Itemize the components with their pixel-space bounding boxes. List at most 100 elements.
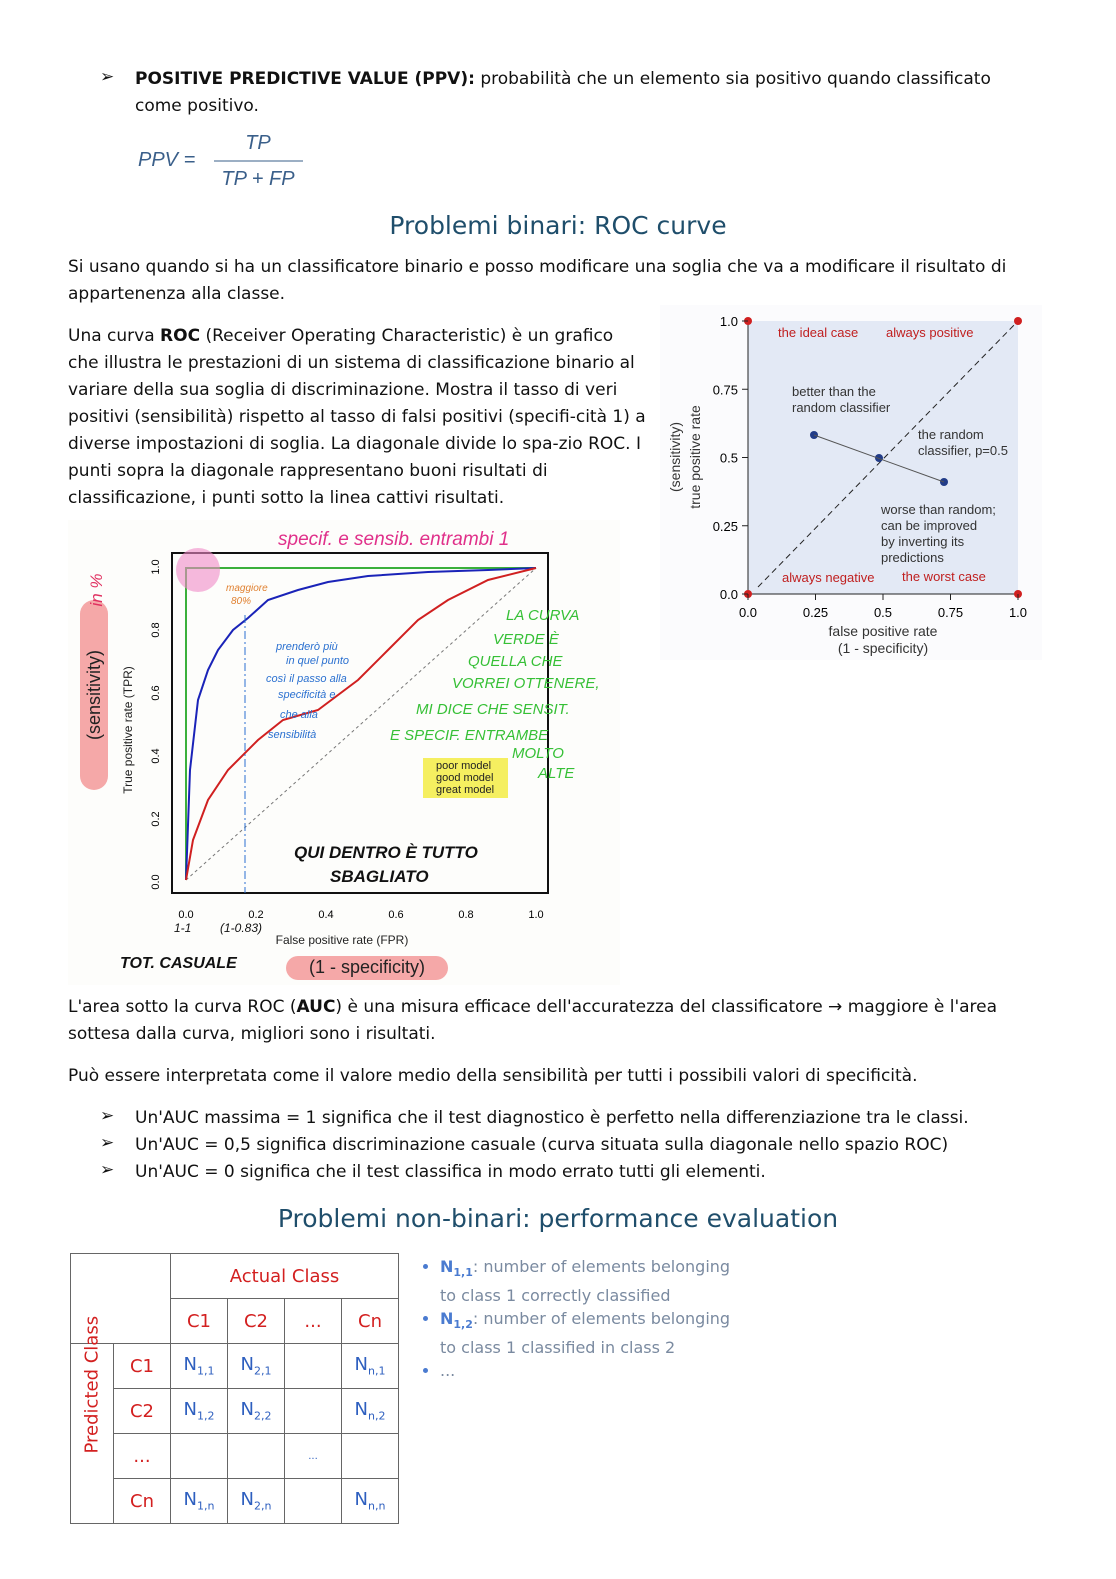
cell: N2,2 (227, 1388, 285, 1434)
row: C1 C2... Cn (70, 1298, 399, 1344)
annotation: can be improved (881, 518, 977, 533)
connector (813, 434, 945, 483)
cell (170, 1433, 228, 1479)
ppv-label: POSITIVE PREDICTIVE VALUE (PPV): (135, 69, 475, 89)
cell: N2,n (227, 1478, 285, 1524)
confusion-table: Actual Class C1 C2... Cn Predicted Class C1 N1… (70, 1253, 399, 1524)
row: Cn N1,n N2,n Nn,n (71, 1478, 399, 1524)
annotation: by inverting its (881, 534, 965, 549)
y-tick-label: 0.4 (150, 748, 162, 763)
cell-sub: 2,2 (253, 1409, 272, 1423)
section-title: Problemi binari: ROC curve (389, 211, 727, 240)
handwritten-note: 1-1 (174, 921, 191, 935)
note-item: ... (440, 1359, 740, 1382)
highlight (176, 548, 220, 592)
x-tick-label: 0.6 (388, 909, 403, 921)
highlight (80, 600, 108, 790)
annotation: random classifier (792, 400, 891, 415)
y-tick-label: 0.2 (150, 811, 162, 826)
diagonal (185, 567, 537, 881)
x-tick-label: 0.2 (248, 909, 263, 921)
bullet-arrow: ➢ (100, 1160, 115, 1180)
cell-base: N (354, 1354, 368, 1376)
cell-base: N (240, 1399, 254, 1421)
row-label: ... (113, 1433, 171, 1479)
corner (70, 1253, 171, 1299)
good-curve (185, 567, 537, 881)
cell-base: N (183, 1489, 197, 1511)
y-axis-note: (sensitivity) (667, 422, 683, 492)
note-term: N (440, 1309, 454, 1329)
handwritten-note: TOT. CASUALE (120, 955, 238, 972)
column-header: ... (284, 1298, 342, 1344)
cell: N2,1 (227, 1343, 285, 1389)
x-axis-note: (1 - specificity) (838, 640, 928, 656)
annotation: predictions (881, 550, 944, 565)
row-header-text: Predicted Class (81, 1315, 103, 1454)
text: ) è una misura efficace dell'accuratezza… (68, 997, 1003, 1044)
row-label: C1 (113, 1343, 171, 1389)
x-tick-label: 0.8 (458, 909, 473, 921)
formula-lhs: PPV = (138, 149, 195, 171)
handwritten-note: così il passo alla (266, 673, 347, 685)
formula-numerator: TP (245, 132, 271, 154)
cell-sub: 1,2 (196, 1409, 215, 1423)
diagonal (757, 320, 1019, 588)
handwritten-note: che alla (280, 709, 318, 721)
row-label: Cn (113, 1478, 171, 1524)
note-sub: 1,1 (453, 1266, 473, 1280)
cell (284, 1388, 342, 1434)
text: (Receiver Operating Characteristic) è un… (68, 326, 652, 508)
handwritten-note: E SPECIF. ENTRAMBE (390, 727, 549, 744)
note-sub: 1,2 (453, 1318, 473, 1332)
x-tick-label: 0.0 (178, 909, 193, 921)
handwritten-note: prenderò più (275, 641, 338, 653)
row-header: Predicted Class (70, 1315, 114, 1524)
x-tick-label: 0.5 (874, 605, 892, 620)
cell-base: N (354, 1399, 368, 1421)
cell-sub: n,n (368, 1499, 386, 1513)
handwritten-note: maggiore (226, 583, 268, 594)
legend-entry: good model (436, 772, 494, 784)
cell-sub: 1,n (197, 1499, 215, 1513)
row-label: C2 (113, 1388, 171, 1434)
legend-entry: great model (436, 784, 494, 796)
cell (227, 1433, 285, 1479)
cell-base: N (183, 1354, 197, 1376)
cell-base: N (240, 1354, 254, 1376)
row: ...... (71, 1433, 399, 1479)
paragraph: L'area sotto la curva ROC (AUC) è una mi… (68, 994, 1043, 1048)
handwritten-note: ALTE (537, 765, 575, 782)
y-tick-label: 0.5 (720, 451, 738, 466)
cell: N1,n (170, 1478, 228, 1524)
y-tick-label: 1.0 (720, 314, 738, 329)
cell: ... (284, 1433, 342, 1479)
row: Actual Class (70, 1253, 399, 1299)
handwritten-note: MOLTO (512, 745, 564, 762)
column-header: Cn (341, 1298, 399, 1344)
formula-denominator: TP + FP (221, 168, 295, 190)
x-axis-label: false positive rate (829, 623, 938, 639)
cell: Nn,n (341, 1478, 399, 1524)
cell-base: N (183, 1399, 197, 1421)
row: C2 N1,2 N2,2 Nn,2 (71, 1388, 399, 1434)
y-tick-label: 0.25 (713, 519, 738, 534)
cell: N1,2 (170, 1388, 228, 1434)
note-item: N1,2: number of elements belonging to cl… (440, 1307, 740, 1359)
text: Una curva (68, 326, 161, 346)
handwritten-note: SBAGLIATO (330, 867, 429, 886)
bold-text: AUC (296, 997, 336, 1017)
x-axis-label: False positive rate (FPR) (276, 933, 409, 947)
annotation: always positive (886, 325, 973, 340)
roc-figure: poor model good model great model False … (68, 520, 620, 985)
annotation: always negative (782, 570, 875, 585)
point (1014, 317, 1022, 325)
paragraph: Si usano quando si ha un classificatore … (68, 257, 1012, 304)
annotation: the ideal case (778, 325, 858, 340)
legend-box (423, 758, 508, 798)
handwritten-note: specificità e (278, 689, 335, 701)
y-tick-label: 0.75 (713, 382, 738, 397)
paragraph: Una curva ROC (Receiver Operating Charac… (68, 323, 648, 512)
ppv-paragraph: POSITIVE PREDICTIVE VALUE (PPV): probabi… (135, 66, 1035, 120)
roc-diagram: the ideal case always positive better th… (660, 305, 1042, 660)
